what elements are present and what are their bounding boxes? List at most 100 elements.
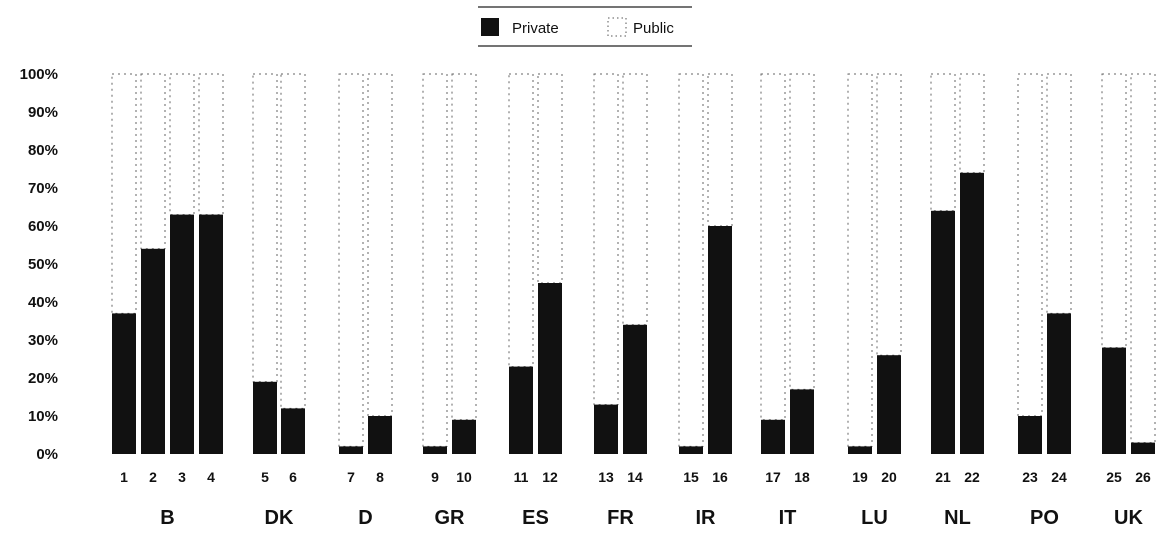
legend-label-public: Public: [633, 20, 674, 37]
bar-number-label: 19: [852, 469, 868, 485]
bar-segment-private: [339, 446, 363, 454]
group-label: IT: [779, 507, 797, 529]
bar-number-label: 20: [881, 469, 897, 485]
group-label: DK: [265, 507, 294, 529]
bar-number-label: 26: [1135, 469, 1151, 485]
bar-segment-private: [538, 283, 562, 454]
bar-segment-private: [170, 214, 194, 454]
bar-number-label: 24: [1051, 469, 1067, 485]
bar-number-label: 5: [261, 469, 269, 485]
y-tick-label: 80%: [28, 142, 58, 159]
bar-segment-private: [1102, 347, 1126, 454]
bar-number-label: 3: [178, 469, 186, 485]
bar-segment-public: [707, 73, 733, 227]
legend: Private Public: [478, 6, 692, 47]
bar-number-label: 10: [456, 469, 472, 485]
bar-number-label: 6: [289, 469, 297, 485]
bar-number-label: 17: [765, 469, 781, 485]
y-axis: 0% 10% 20% 30% 40% 50% 60% 70% 80% 90% 100%: [20, 66, 58, 463]
bar-segment-public: [1101, 73, 1127, 349]
y-tick-label: 10%: [28, 408, 58, 425]
group-label: NL: [944, 507, 971, 529]
bar-number-label: 21: [935, 469, 951, 485]
legend-swatch-public: [607, 17, 627, 37]
bar-number-label: 16: [712, 469, 728, 485]
bar-segment-public: [140, 73, 166, 250]
bar-number-label: 1: [120, 469, 128, 485]
group-label: PO: [1030, 507, 1059, 529]
bar-number-label: 9: [431, 469, 439, 485]
bar-segment-private: [931, 210, 955, 454]
bar-segment-private: [1047, 313, 1071, 454]
bar-segment-public: [593, 73, 619, 406]
bar-segment-private: [141, 248, 165, 454]
bar-segment-public: [198, 73, 224, 216]
bar-segment-private: [594, 404, 618, 454]
bar-number-label: 14: [627, 469, 643, 485]
bar-number-label: 18: [794, 469, 810, 485]
bar-segment-private: [960, 172, 984, 455]
bar-segment-public: [111, 73, 137, 314]
bar-segment-public: [508, 73, 534, 368]
bar-segment-public: [422, 73, 448, 447]
bar-number-label: 22: [964, 469, 980, 485]
bar-segment-public: [876, 73, 902, 356]
y-tick-label: 70%: [28, 180, 58, 197]
bar-segment-private: [253, 381, 277, 454]
bar-segment-private: [761, 419, 785, 454]
group-label: GR: [435, 507, 466, 529]
bar-segment-private: [281, 408, 305, 454]
bar-segment-private: [877, 355, 901, 454]
group-label: D: [358, 507, 372, 529]
bar-segment-public: [760, 73, 786, 421]
bar-segment-public: [789, 73, 815, 390]
bar-segment-public: [930, 73, 956, 212]
bar-number-label: 15: [683, 469, 699, 485]
bar-segment-public: [847, 73, 873, 447]
bar-segment-private: [423, 446, 447, 454]
bar-segment-private: [509, 366, 533, 454]
bar-segment-public: [169, 73, 195, 216]
group-label: LU: [861, 507, 888, 529]
group-label: FR: [607, 507, 634, 529]
bar-segment-private: [790, 389, 814, 454]
group-label: ES: [522, 507, 549, 529]
bar-number-label: 7: [347, 469, 355, 485]
y-tick-label: 30%: [28, 332, 58, 349]
y-tick-label: 60%: [28, 218, 58, 235]
bar-segment-private: [112, 313, 136, 454]
bar-number-label: 12: [542, 469, 558, 485]
bar-segment-public: [959, 73, 985, 174]
bar-segment-private: [848, 446, 872, 454]
bar-segment-public: [678, 73, 704, 447]
bar-segment-public: [1046, 73, 1072, 314]
y-tick-label: 0%: [36, 446, 58, 463]
bar-number-label: 13: [598, 469, 614, 485]
bar-segment-public: [338, 73, 364, 447]
bar-number-label: 25: [1106, 469, 1122, 485]
bar-segment-private: [199, 214, 223, 454]
bar-number-label: 4: [207, 469, 215, 485]
bar-segment-public: [451, 73, 477, 421]
x-axis: 1 2 3 4 5 6 7 8 9 10 11 12 13 14 15 16 17 18 19 20 21 22 23 24 2…: [120, 469, 1151, 529]
bar-segment-private: [452, 419, 476, 454]
bar-segment-public: [1017, 73, 1043, 417]
bar-segment-public: [1130, 73, 1156, 444]
group-label: UK: [1114, 507, 1143, 529]
bar-segment-private: [1018, 416, 1042, 454]
bar-segment-public: [622, 73, 648, 326]
bar-number-label: 11: [514, 469, 529, 485]
bar-segment-private: [368, 416, 392, 454]
y-tick-label: 90%: [28, 104, 58, 121]
y-tick-label: 50%: [28, 256, 58, 273]
bar-segment-private: [679, 446, 703, 454]
bar-number-label: 23: [1022, 469, 1038, 485]
y-tick-label: 40%: [28, 294, 58, 311]
bar-number-label: 2: [149, 469, 157, 485]
bar-segment-private: [1131, 442, 1155, 454]
bar-segment-private: [623, 324, 647, 454]
legend-label-private: Private: [512, 20, 559, 37]
bar-segment-public: [537, 73, 563, 284]
bar-segment-public: [252, 73, 278, 383]
